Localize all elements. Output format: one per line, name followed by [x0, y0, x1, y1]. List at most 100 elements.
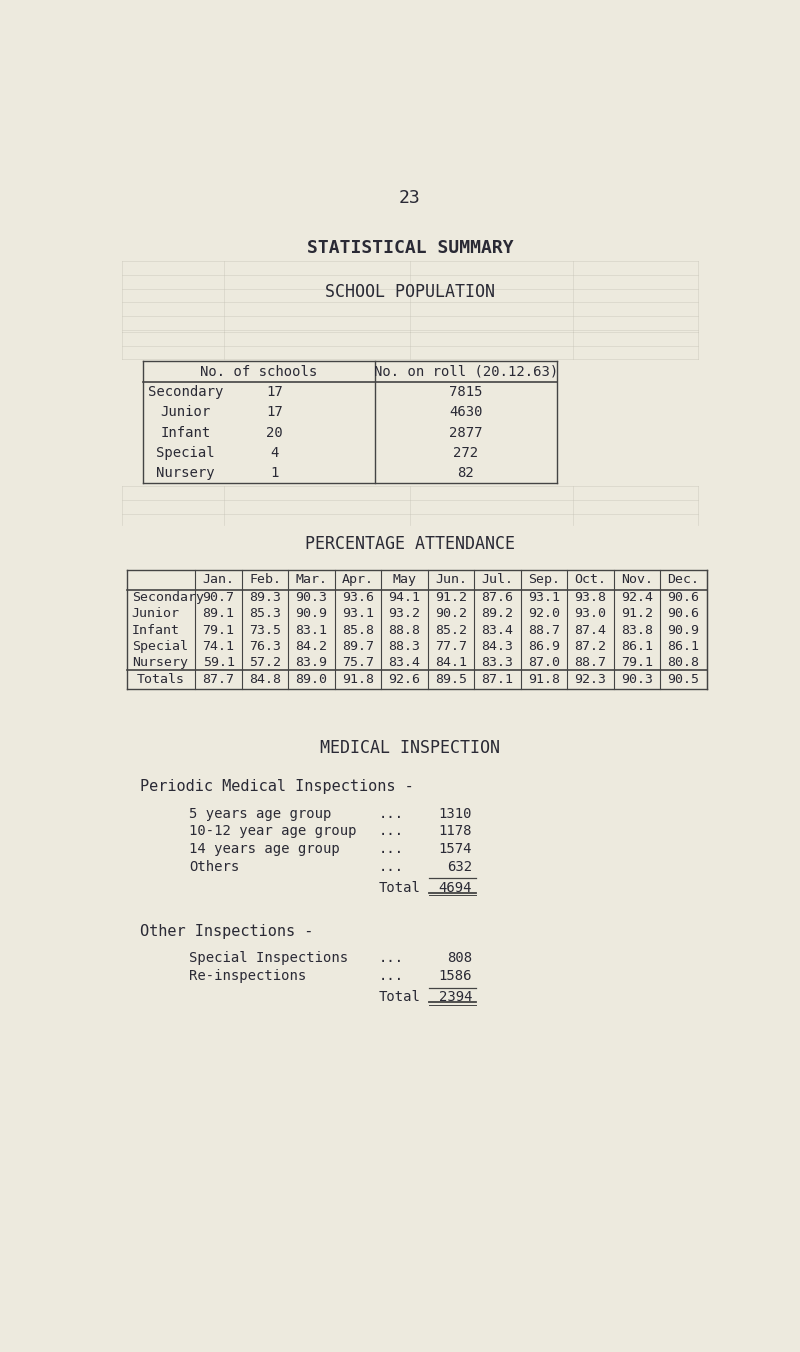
- Text: 79.1: 79.1: [202, 623, 234, 637]
- Text: 1574: 1574: [438, 842, 472, 856]
- Text: Totals: Totals: [138, 673, 186, 687]
- Text: 86.9: 86.9: [528, 639, 560, 653]
- Text: 84.3: 84.3: [482, 639, 514, 653]
- Text: 93.1: 93.1: [342, 607, 374, 621]
- Text: Other Inspections -: Other Inspections -: [140, 923, 314, 938]
- Text: ...: ...: [379, 807, 404, 821]
- Text: 89.5: 89.5: [435, 673, 467, 687]
- Text: 85.8: 85.8: [342, 623, 374, 637]
- Text: Apr.: Apr.: [342, 573, 374, 585]
- Text: 85.3: 85.3: [249, 607, 281, 621]
- Text: 1: 1: [270, 465, 278, 480]
- Text: 2394: 2394: [438, 990, 472, 1005]
- Text: 85.2: 85.2: [435, 623, 467, 637]
- Text: 92.0: 92.0: [528, 607, 560, 621]
- Text: Total: Total: [379, 990, 421, 1005]
- Text: Oct.: Oct.: [574, 573, 606, 585]
- Text: 88.7: 88.7: [528, 623, 560, 637]
- Text: ...: ...: [379, 969, 404, 983]
- Text: 94.1: 94.1: [389, 591, 421, 604]
- Text: Periodic Medical Inspections -: Periodic Medical Inspections -: [140, 779, 414, 794]
- Text: 87.4: 87.4: [574, 623, 606, 637]
- Text: 87.2: 87.2: [574, 639, 606, 653]
- Text: 88.8: 88.8: [389, 623, 421, 637]
- Text: Junior: Junior: [132, 607, 180, 621]
- Text: 14 years age group: 14 years age group: [189, 842, 340, 856]
- Text: 272: 272: [454, 446, 478, 460]
- Text: 77.7: 77.7: [435, 639, 467, 653]
- Text: Nursery: Nursery: [132, 656, 188, 669]
- Text: 17: 17: [266, 406, 282, 419]
- Text: 83.8: 83.8: [621, 623, 653, 637]
- Text: 74.1: 74.1: [202, 639, 234, 653]
- Text: 83.3: 83.3: [482, 656, 514, 669]
- Text: 7815: 7815: [449, 385, 482, 399]
- Text: Infant: Infant: [132, 623, 180, 637]
- Text: 90.6: 90.6: [667, 607, 699, 621]
- Text: SCHOOL POPULATION: SCHOOL POPULATION: [325, 283, 495, 300]
- Text: 87.1: 87.1: [482, 673, 514, 687]
- Text: 89.7: 89.7: [342, 639, 374, 653]
- Text: 92.4: 92.4: [621, 591, 653, 604]
- Text: May: May: [393, 573, 417, 585]
- Text: 84.1: 84.1: [435, 656, 467, 669]
- Text: ...: ...: [379, 952, 404, 965]
- Text: 83.4: 83.4: [389, 656, 421, 669]
- Text: 89.3: 89.3: [249, 591, 281, 604]
- Text: Jul.: Jul.: [482, 573, 514, 585]
- Text: 79.1: 79.1: [621, 656, 653, 669]
- Text: 88.3: 88.3: [389, 639, 421, 653]
- Text: 90.3: 90.3: [295, 591, 327, 604]
- Text: MEDICAL INSPECTION: MEDICAL INSPECTION: [320, 740, 500, 757]
- Text: 20: 20: [266, 426, 282, 439]
- Text: Feb.: Feb.: [249, 573, 281, 585]
- Text: 91.2: 91.2: [435, 591, 467, 604]
- Text: 89.1: 89.1: [202, 607, 234, 621]
- Text: 88.7: 88.7: [574, 656, 606, 669]
- Text: 84.2: 84.2: [295, 639, 327, 653]
- Text: Secondary: Secondary: [132, 591, 204, 604]
- Text: Sep.: Sep.: [528, 573, 560, 585]
- Text: Special Inspections: Special Inspections: [189, 952, 348, 965]
- Text: 89.2: 89.2: [482, 607, 514, 621]
- Text: 17: 17: [266, 385, 282, 399]
- Text: 80.8: 80.8: [667, 656, 699, 669]
- Text: Nov.: Nov.: [621, 573, 653, 585]
- Text: 92.6: 92.6: [389, 673, 421, 687]
- Text: 93.6: 93.6: [342, 591, 374, 604]
- Text: 2877: 2877: [449, 426, 482, 439]
- Text: 90.3: 90.3: [621, 673, 653, 687]
- Text: 75.7: 75.7: [342, 656, 374, 669]
- Text: 808: 808: [447, 952, 472, 965]
- Text: 86.1: 86.1: [667, 639, 699, 653]
- Text: Jun.: Jun.: [435, 573, 467, 585]
- Text: No. of schools: No. of schools: [200, 365, 318, 379]
- Text: 4: 4: [270, 446, 278, 460]
- Text: ...: ...: [379, 825, 404, 838]
- Text: 632: 632: [447, 860, 472, 873]
- Text: 1586: 1586: [438, 969, 472, 983]
- Text: 5 years age group: 5 years age group: [189, 807, 331, 821]
- Text: No. on roll (20.12.63): No. on roll (20.12.63): [374, 365, 558, 379]
- Text: 90.9: 90.9: [295, 607, 327, 621]
- Text: 82: 82: [458, 465, 474, 480]
- Text: Special: Special: [132, 639, 188, 653]
- Text: 90.9: 90.9: [667, 623, 699, 637]
- Text: 90.7: 90.7: [202, 591, 234, 604]
- Text: 84.8: 84.8: [249, 673, 281, 687]
- Text: Special: Special: [156, 446, 214, 460]
- Text: 90.5: 90.5: [667, 673, 699, 687]
- Text: 76.3: 76.3: [249, 639, 281, 653]
- Text: 73.5: 73.5: [249, 623, 281, 637]
- Text: 91.8: 91.8: [528, 673, 560, 687]
- Text: PERCENTAGE ATTENDANCE: PERCENTAGE ATTENDANCE: [305, 535, 515, 553]
- Text: 83.4: 83.4: [482, 623, 514, 637]
- Text: 4694: 4694: [438, 880, 472, 895]
- Text: 87.6: 87.6: [482, 591, 514, 604]
- Text: Mar.: Mar.: [295, 573, 327, 585]
- Text: Infant: Infant: [160, 426, 210, 439]
- Text: 86.1: 86.1: [621, 639, 653, 653]
- Text: 91.2: 91.2: [621, 607, 653, 621]
- Text: Secondary: Secondary: [147, 385, 223, 399]
- Text: 87.0: 87.0: [528, 656, 560, 669]
